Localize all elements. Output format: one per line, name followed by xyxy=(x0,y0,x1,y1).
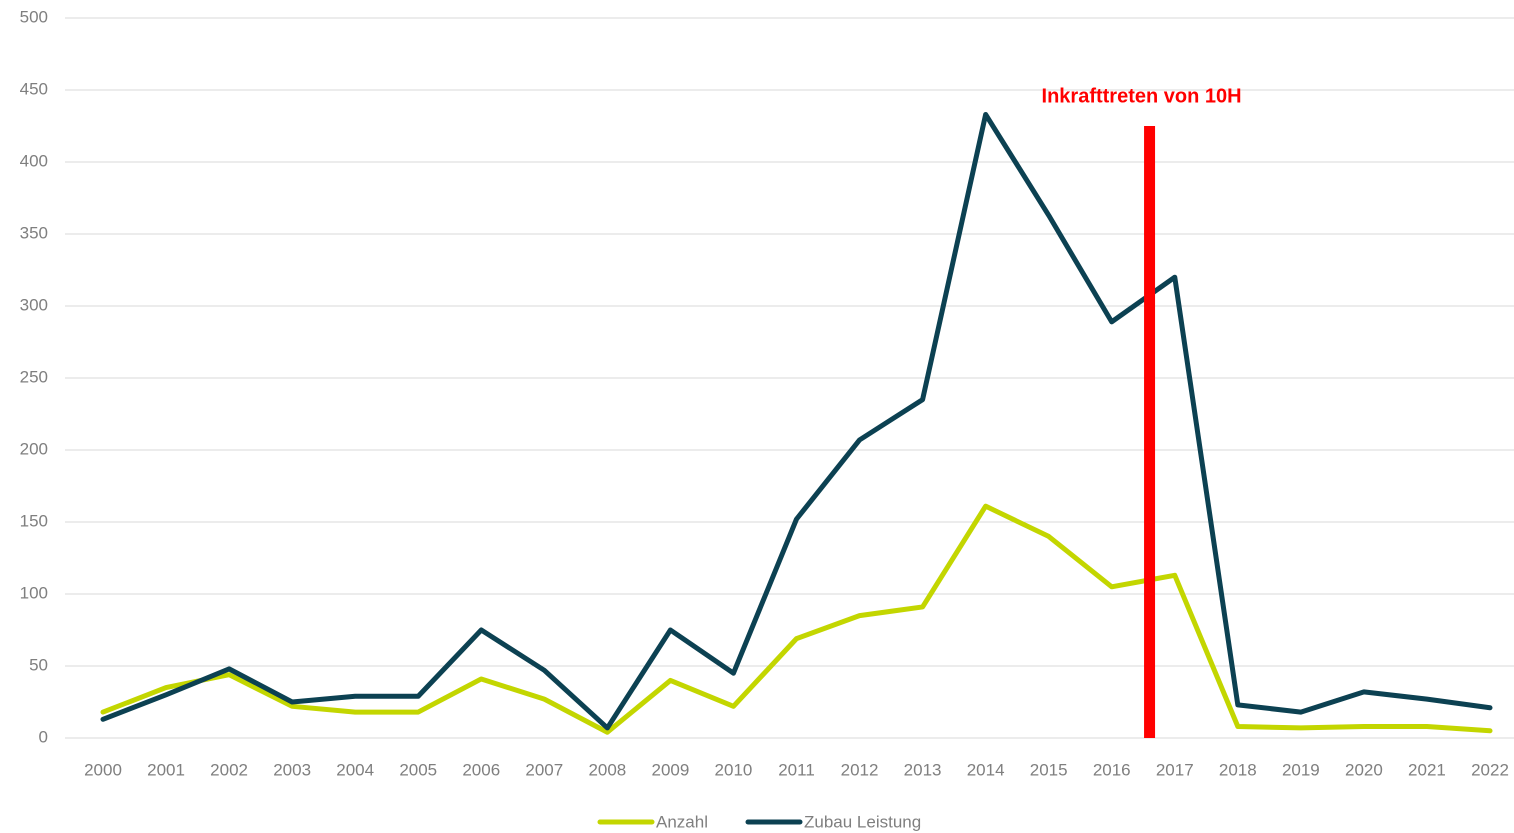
x-tick-label: 2022 xyxy=(1471,760,1509,779)
x-tick-label: 2000 xyxy=(84,760,122,779)
x-tick-label: 2003 xyxy=(273,760,311,779)
y-tick-label: 450 xyxy=(20,79,48,98)
x-tick-label: 2007 xyxy=(525,760,563,779)
x-tick-label: 2009 xyxy=(651,760,689,779)
y-tick-label: 100 xyxy=(20,583,48,602)
x-tick-label: 2011 xyxy=(778,760,815,779)
y-tick-label: 300 xyxy=(20,295,48,314)
x-tick-label: 2021 xyxy=(1408,760,1446,779)
x-tick-label: 2012 xyxy=(841,760,879,779)
legend-label: Anzahl xyxy=(656,812,708,831)
x-tick-label: 2015 xyxy=(1030,760,1068,779)
series-line xyxy=(100,111,1493,731)
x-tick-label: 2002 xyxy=(210,760,248,779)
y-tick-label: 250 xyxy=(20,367,48,386)
x-tick-label: 2008 xyxy=(588,760,626,779)
x-tick-label: 2013 xyxy=(904,760,942,779)
x-tick-label: 2016 xyxy=(1093,760,1131,779)
y-tick-label: 0 xyxy=(39,727,48,746)
y-tick-label: 350 xyxy=(20,223,48,242)
y-tick-label: 200 xyxy=(20,439,48,458)
y-tick-label: 150 xyxy=(20,511,48,530)
legend-label: Zubau Leistung xyxy=(804,812,921,831)
y-tick-label: 50 xyxy=(29,655,48,674)
y-tick-label: 400 xyxy=(20,151,48,170)
series-line xyxy=(100,503,1493,735)
x-tick-label: 2019 xyxy=(1282,760,1320,779)
x-tick-label: 2014 xyxy=(967,760,1005,779)
x-tick-label: 2006 xyxy=(462,760,500,779)
x-tick-label: 2005 xyxy=(399,760,437,779)
y-tick-label: 500 xyxy=(20,7,48,26)
x-tick-label: 2018 xyxy=(1219,760,1257,779)
x-tick-label: 2020 xyxy=(1345,760,1383,779)
x-tick-label: 2001 xyxy=(147,760,185,779)
x-tick-label: 2010 xyxy=(715,760,753,779)
x-tick-label: 2004 xyxy=(336,760,374,779)
x-tick-label: 2017 xyxy=(1156,760,1194,779)
annotation-text: Inkrafttreten von 10H xyxy=(1042,85,1242,107)
